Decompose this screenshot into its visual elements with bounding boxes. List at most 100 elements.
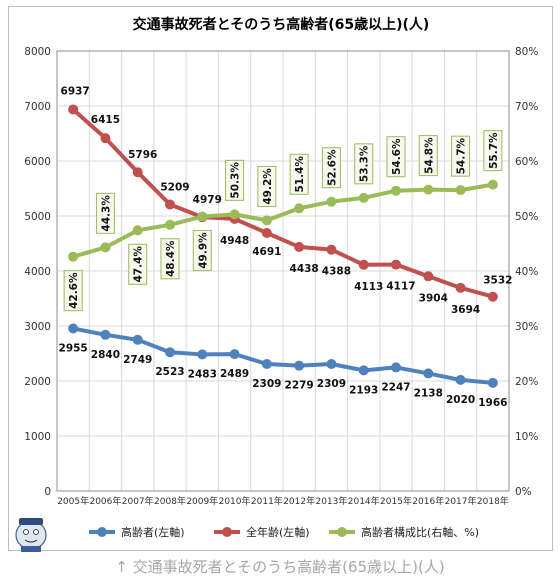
x-tick-label: 2015年 [380, 495, 412, 507]
pct-label-box [289, 153, 309, 195]
series-point [261, 359, 272, 370]
legend-swatch-point [222, 527, 232, 537]
series-point [455, 185, 466, 196]
value-label: 2309 [317, 378, 346, 390]
value-label: 2309 [252, 378, 281, 390]
series-point [68, 323, 79, 334]
pct-label: 54.8% [418, 135, 438, 177]
value-label: 2955 [59, 342, 88, 354]
series-point [100, 329, 111, 340]
pct-label: 52.6% [321, 147, 341, 189]
series-point [132, 334, 143, 345]
series-point [455, 282, 466, 293]
pct-label: 49.2% [257, 165, 277, 207]
series-point [132, 167, 143, 178]
series-point [326, 244, 337, 255]
pct-label: 42.6% [63, 270, 83, 312]
y-left-tick-label: 5000 [24, 211, 51, 223]
x-tick-label: 2008年 [154, 495, 186, 507]
legend-label: 高齢者(左軸) [121, 525, 185, 539]
value-label: 4117 [386, 281, 415, 293]
legend-label: 全年齢(左軸) [246, 525, 310, 539]
y-right-tick-label: 50% [515, 211, 538, 223]
x-tick-label: 2012年 [283, 495, 315, 507]
value-label: 4388 [322, 266, 351, 278]
y-right-tick-label: 70% [515, 101, 538, 113]
series-point [423, 368, 434, 379]
value-label: 2489 [220, 368, 249, 380]
pct-label-text: 47.4% [133, 246, 145, 283]
series-point [391, 259, 401, 270]
pct-label: 48.4% [160, 238, 180, 280]
series-point [132, 225, 143, 236]
series-point [229, 209, 240, 220]
pct-label-text: 55.7% [488, 132, 500, 169]
pct-label-box [418, 135, 438, 177]
chart-title: 交通事故死者とそのうち高齢者(65歳以上)(人) [133, 16, 430, 33]
value-label: 2483 [188, 368, 217, 380]
pct-label: 50.3% [225, 159, 245, 201]
pct-label-text: 42.6% [68, 272, 80, 309]
series-layer [68, 104, 498, 388]
series-point [358, 259, 369, 270]
series-point [261, 215, 272, 226]
line-chart: 交通事故死者とそのうち高齢者(65歳以上)(人) 0 0% 1000 10% 2000 2… [15, 16, 538, 552]
pct-label: 51.4% [289, 153, 309, 195]
value-label: 6415 [91, 114, 120, 126]
value-label: 2523 [155, 366, 184, 378]
series-point [391, 362, 401, 373]
chart-frame: 交通事故死者とそのうち高齢者(65歳以上)(人) 0 0% 1000 10% 2000 2… [8, 6, 553, 552]
series-point [165, 347, 175, 358]
pct-label-box [257, 165, 277, 207]
series-point [487, 377, 498, 388]
series-point [197, 211, 208, 222]
series-point [294, 241, 305, 252]
pct-label: 55.7% [483, 130, 503, 172]
pct-label-text: 51.4% [294, 156, 306, 193]
pct-label-box [483, 130, 503, 172]
pct-label-box [128, 243, 148, 285]
pct-label: 47.4% [128, 243, 148, 285]
x-tick-label: 2017年 [445, 495, 477, 507]
y-right-tick-label: 60% [515, 156, 538, 168]
series-point [165, 219, 175, 230]
series-point [423, 184, 434, 195]
value-label: 3904 [419, 292, 448, 304]
x-tick-label: 2016年 [412, 495, 444, 507]
series-point [294, 360, 305, 371]
legend: 高齢者(左軸) 全年齢(左軸) 高齢者構成比(右軸、%) [89, 525, 479, 539]
value-label: 2193 [349, 384, 378, 396]
series-point [391, 185, 401, 196]
y-left-tick-label: 7000 [24, 101, 51, 113]
pct-label: 53.3% [354, 143, 374, 185]
plot-area-border [56, 50, 510, 492]
y-right-tick-label: 10% [515, 431, 538, 443]
value-label: 5796 [128, 149, 157, 161]
value-label: 3532 [483, 275, 512, 287]
value-label: 4948 [220, 235, 249, 247]
x-tick-label: 2013年 [315, 495, 347, 507]
pct-label-text: 52.6% [326, 149, 338, 186]
pct-label-box [354, 143, 374, 185]
x-tick-label: 2009年 [186, 495, 218, 507]
y-left-tick-label: 2000 [24, 376, 51, 388]
series-point [487, 291, 498, 302]
series-point [358, 365, 369, 376]
pct-label-text: 54.7% [456, 137, 468, 174]
series-point [100, 242, 111, 253]
axes: 0 0% 1000 10% 2000 20% 3000 30% 4000 40% 5000 50% 60… [24, 46, 538, 507]
series-point [358, 192, 369, 203]
pct-label-box [192, 230, 212, 272]
value-label: 1966 [478, 397, 507, 409]
pct-label: 54.7% [451, 135, 471, 177]
pct-label-box [95, 192, 115, 234]
pct-label-box [63, 270, 83, 312]
pct-label-text: 50.3% [230, 162, 242, 199]
series-line [72, 182, 494, 259]
value-label: 2749 [123, 354, 152, 366]
value-label: 4113 [354, 281, 383, 293]
pct-label: 54.6% [386, 136, 406, 178]
pct-label-text: 54.8% [423, 137, 435, 174]
x-tick-label: 2010年 [219, 495, 251, 507]
pct-label-text: 48.4% [165, 240, 177, 277]
